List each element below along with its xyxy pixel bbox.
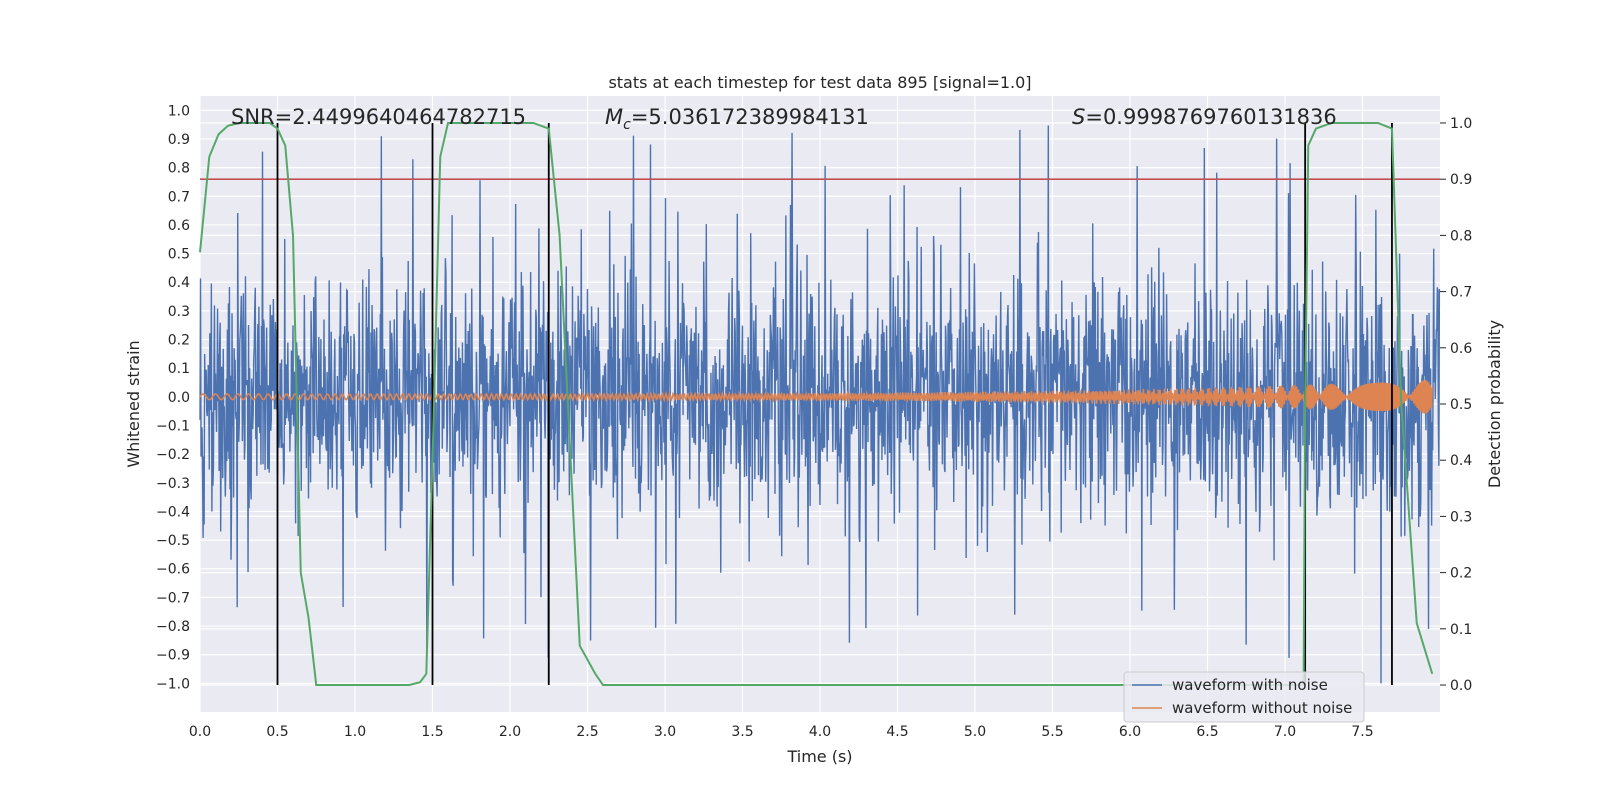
x-tick-label: 7.0 (1274, 724, 1296, 740)
y-tick-label: −0.2 (156, 447, 190, 463)
series-detection-probability (199, 121, 1434, 687)
y-tick-label: −1.0 (156, 676, 190, 692)
y-tick-label: −0.9 (156, 648, 190, 664)
y2-tick-label: 0.0 (1450, 678, 1472, 694)
score-value: =0.9998769760131836 (1085, 105, 1336, 129)
x-tick-label: 3.0 (654, 724, 676, 740)
y2-tick-label: 0.4 (1450, 453, 1472, 469)
x-tick-label: 4.5 (886, 724, 908, 740)
x-tick-label: 6.5 (1196, 724, 1218, 740)
series-waveform-with-noise (199, 125, 1441, 684)
y2-tick-label: 0.2 (1450, 566, 1472, 582)
chirp-mass-subscript: c (623, 117, 631, 133)
y2-axis-ticks: 1.0 0.9 0.8 0.7 0.6 0.5 0.4 0.3 0.2 0.1 0.0 (1440, 116, 1472, 694)
detection-probability-line (199, 121, 1434, 687)
y-tick-label: 0.9 (168, 132, 190, 148)
x-tick-label: 3.5 (731, 724, 753, 740)
y-axis-ticks: 1.0 0.9 0.8 0.7 0.6 0.5 0.4 0.3 0.2 0.1 0.0 −0.1 −0.… (156, 103, 190, 692)
y-tick-label: −0.4 (156, 504, 190, 520)
y-tick-label: 0.5 (168, 247, 190, 263)
chart-title: stats at each timestep for test data 895… (608, 73, 1031, 92)
x-tick-label: 2.0 (499, 724, 521, 740)
x-tick-label: 5.0 (964, 724, 986, 740)
x-tick-label: 0.0 (189, 724, 211, 740)
y2-tick-label: 0.3 (1450, 509, 1472, 525)
y2-axis-label: Detection probability (1485, 320, 1504, 488)
legend-label-clean: waveform without noise (1172, 699, 1352, 717)
chirp-mass-annotation: Mc=5.036172389984131 (605, 105, 869, 133)
series-waveform-without-noise (199, 380, 1434, 414)
x-tick-label: 2.5 (576, 724, 598, 740)
x-tick-label: 6.0 (1119, 724, 1141, 740)
y-tick-label: 0.2 (168, 333, 190, 349)
y-tick-label: −0.7 (156, 590, 190, 606)
legend-label-noise: waveform with noise (1172, 676, 1328, 694)
x-tick-label: 1.5 (421, 724, 443, 740)
y-tick-label: 0.0 (168, 390, 190, 406)
y-tick-label: 0.3 (168, 304, 190, 320)
y-tick-label: −0.8 (156, 619, 190, 635)
legend-box (1123, 671, 1365, 723)
y-tick-label: −0.6 (156, 562, 190, 578)
x-tick-label: 5.5 (1041, 724, 1063, 740)
y-tick-label: 0.8 (168, 161, 190, 177)
chirp-mass-value: =5.036172389984131 (631, 105, 869, 129)
x-tick-label: 4.0 (809, 724, 831, 740)
chirp-mass-symbol: M (605, 105, 623, 129)
y2-tick-label: 0.1 (1450, 622, 1472, 638)
x-axis-ticks: 0.0 0.5 1.0 1.5 2.0 2.5 3.0 3.5 4.0 4.5 5.0 5.5 6.0 6… (189, 724, 1374, 740)
y-tick-label: −0.3 (156, 476, 190, 492)
y-tick-label: −0.5 (156, 533, 190, 549)
y-tick-label: 0.6 (168, 218, 190, 234)
y-tick-label: 0.1 (168, 361, 190, 377)
legend: waveform with noise waveform without noi… (1123, 671, 1365, 723)
snr-annotation: SNR=2.4499640464782715 (231, 105, 526, 129)
y-tick-label: −0.1 (156, 418, 190, 434)
x-axis-label: Time (s) (786, 747, 852, 766)
y2-tick-label: 0.7 (1450, 285, 1472, 301)
score-annotation: S=0.9998769760131836 (1072, 105, 1337, 129)
y2-tick-label: 0.5 (1450, 397, 1472, 413)
y-tick-label: 0.4 (168, 275, 190, 291)
y-tick-label: 1.0 (168, 103, 190, 119)
y2-tick-label: 0.6 (1450, 341, 1472, 357)
clean-waveform-line (199, 380, 1434, 414)
x-tick-label: 1.0 (344, 724, 366, 740)
y-tick-label: 0.7 (168, 189, 190, 205)
score-symbol: S (1072, 105, 1085, 129)
y-axis-label: Whitened strain (124, 340, 143, 467)
noise-waveform-line (199, 125, 1441, 684)
y2-tick-label: 0.8 (1450, 228, 1472, 244)
y2-tick-label: 0.9 (1450, 172, 1472, 188)
x-tick-label: 7.5 (1351, 724, 1373, 740)
x-tick-label: 0.5 (266, 724, 288, 740)
y2-tick-label: 1.0 (1450, 116, 1472, 132)
